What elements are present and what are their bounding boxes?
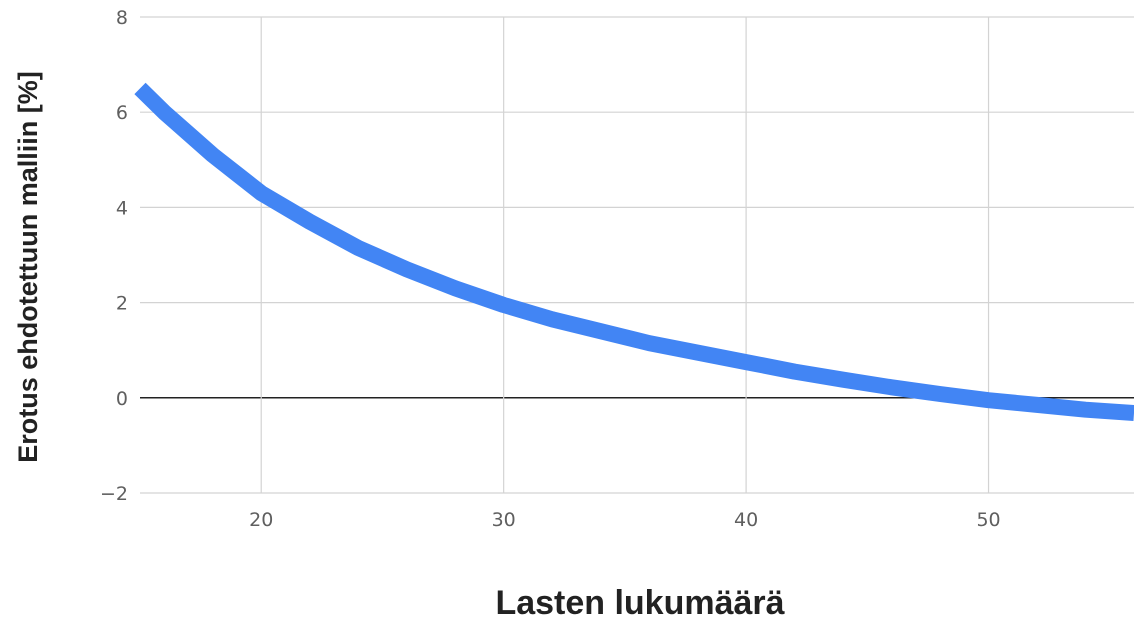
y-tick-label: 4	[116, 197, 128, 219]
y-tick-label: −2	[100, 483, 128, 505]
y-tick-label: 0	[116, 388, 128, 410]
series-lines	[140, 88, 1134, 413]
y-tick-label: 2	[116, 293, 128, 315]
x-tick-label: 20	[249, 509, 273, 531]
y-axis-title: Erotus ehdotettuun malliin [%]	[13, 71, 43, 463]
y-tick-label: 6	[116, 102, 128, 124]
grid	[140, 17, 1134, 493]
y-tick-label: 8	[116, 7, 128, 29]
x-tick-label: 50	[976, 509, 1000, 531]
tick-labels: −2 0 2 4 6 8 20 30 40 50	[100, 7, 1001, 531]
series-line	[140, 88, 1134, 413]
x-tick-label: 40	[734, 509, 758, 531]
x-tick-label: 30	[492, 509, 516, 531]
x-axis-title: Lasten lukumäärä	[495, 584, 784, 617]
